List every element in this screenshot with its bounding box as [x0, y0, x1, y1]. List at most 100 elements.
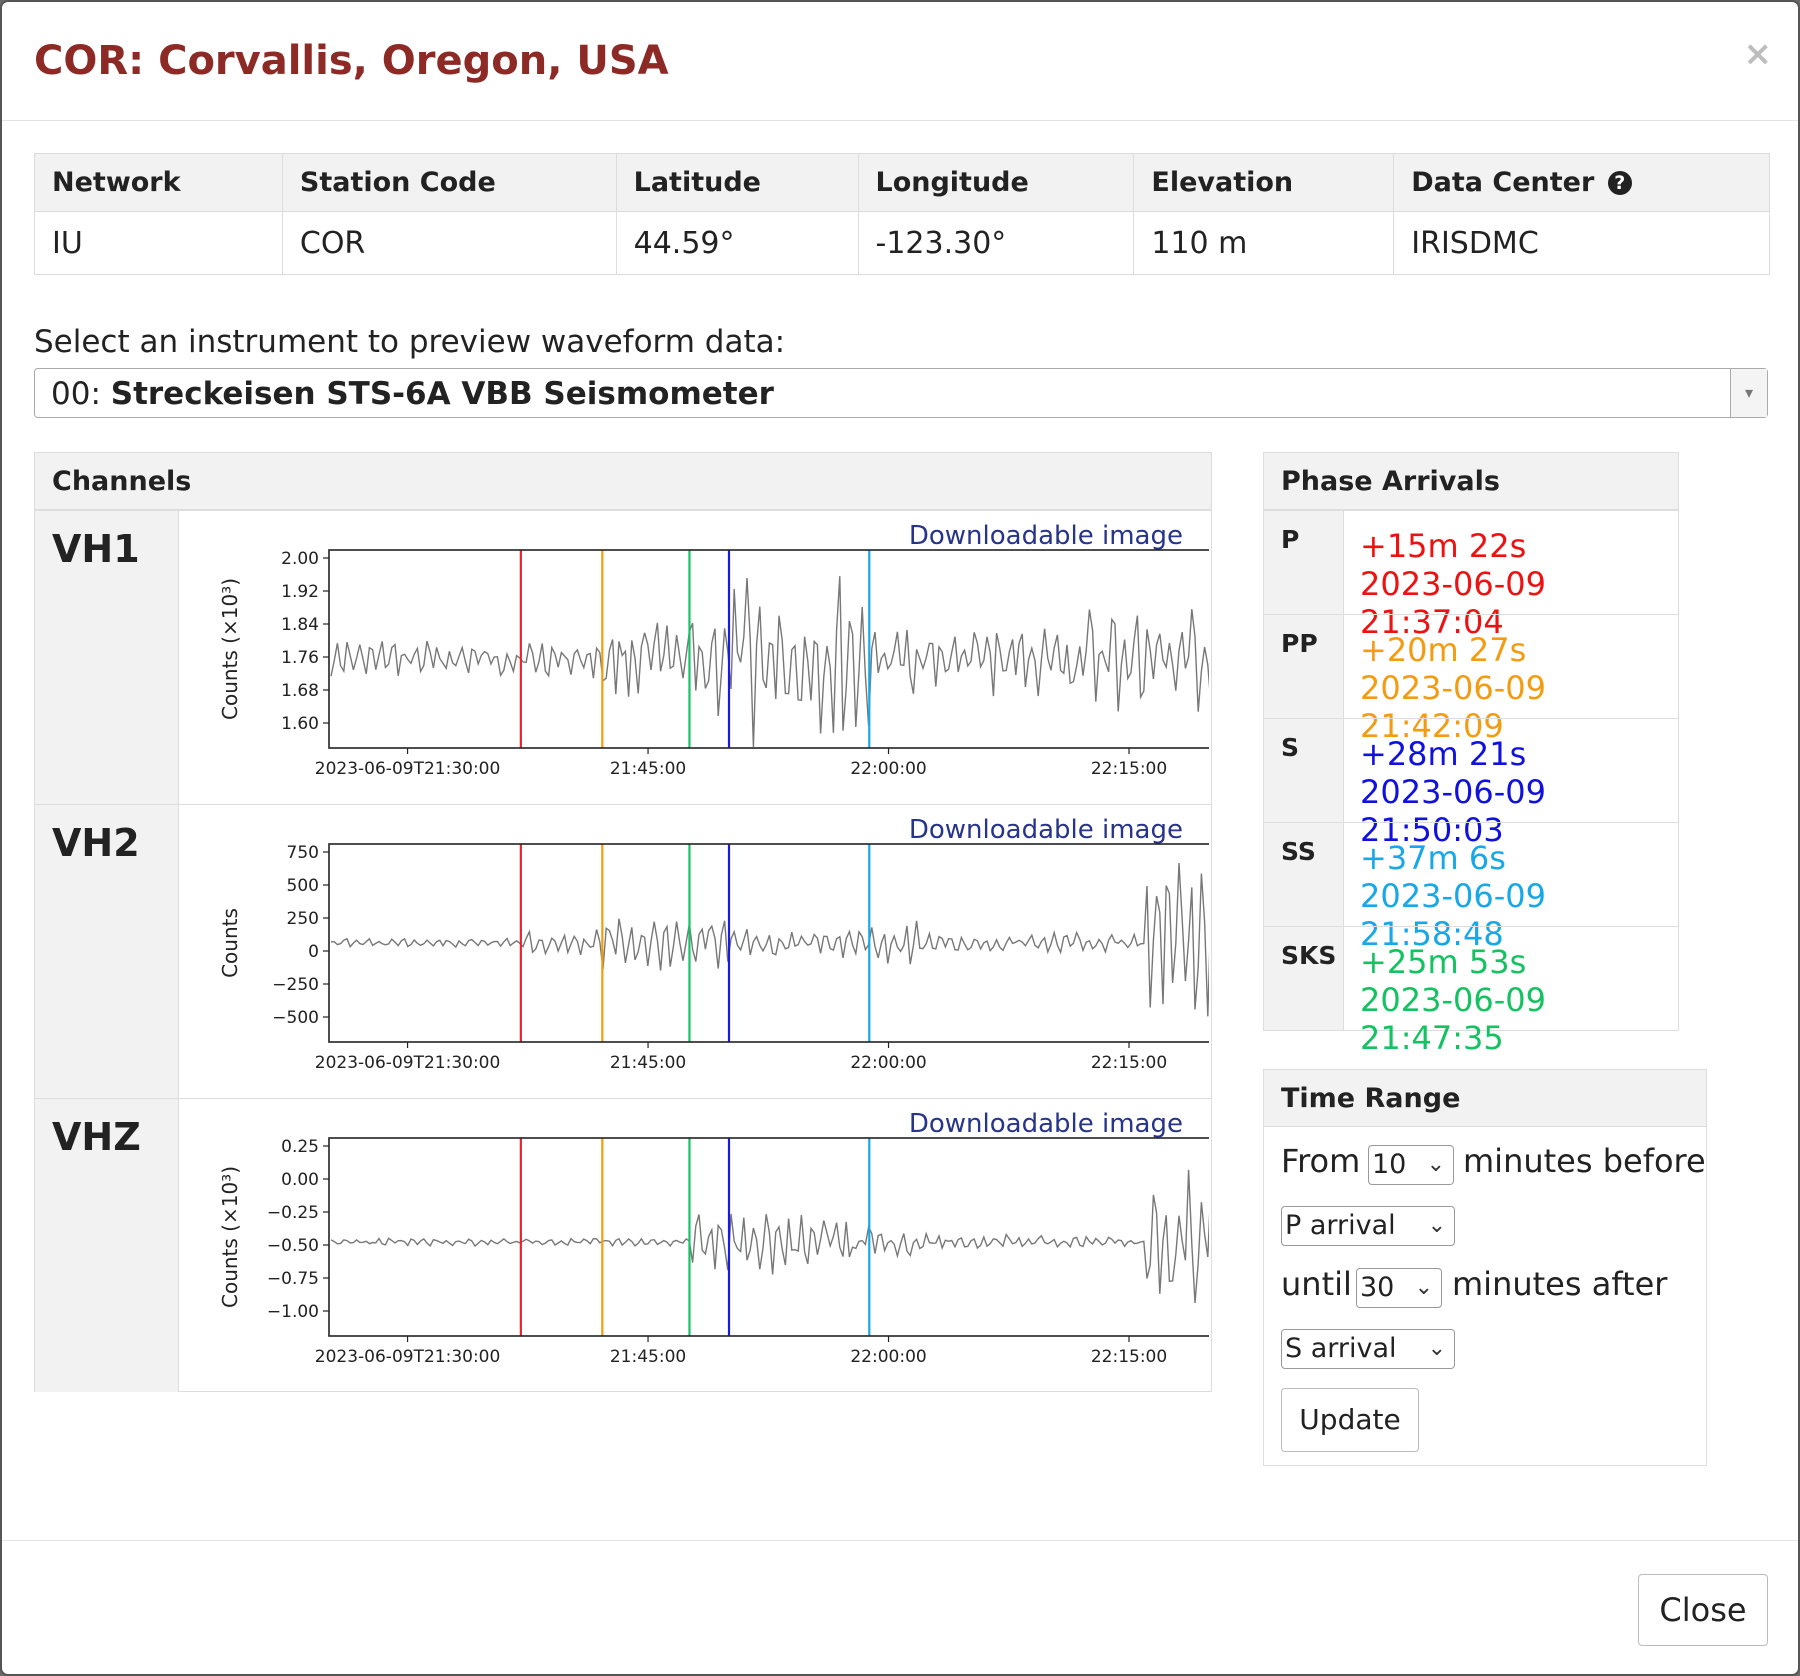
elevation-value: 110 m [1133, 211, 1395, 275]
x-tick-label: 22:15:00 [1091, 759, 1167, 779]
until-label: until [1281, 1265, 1352, 1303]
channels-panel: Channels VH1 Downloadable image 2.00 1.92 1.… [34, 452, 1212, 1392]
waveform-trace [330, 1169, 1209, 1303]
update-button[interactable]: Update [1281, 1388, 1419, 1452]
network-value: IU [34, 211, 283, 275]
close-button[interactable]: Close [1638, 1574, 1768, 1646]
phase-row-p: P +15m 22s 2023-06-09 21:37:04 [1264, 510, 1678, 641]
start-phase-select[interactable]: P arrival ⌄ [1281, 1206, 1455, 1246]
modal-title: COR: Corvallis, Oregon, USA [34, 38, 669, 84]
y-axis-label: Counts (×10³) [218, 1166, 242, 1308]
info-header-row: Network Station Code Latitude Longitude … [34, 153, 1770, 212]
phase-datetime: 2023-06-09 21:50:03 [1360, 773, 1546, 849]
time-range-panel: Time Range From 10 ⌄ minutes before P arr… [1263, 1069, 1707, 1466]
y-tick-label: −0.75 [267, 1269, 319, 1289]
chevron-down-icon: ⌄ [1414, 1275, 1433, 1300]
downloadable-image-link[interactable]: Downloadable image [908, 521, 1183, 551]
time-range-heading: Time Range [1264, 1070, 1706, 1127]
minutes-after-select[interactable]: 30 ⌄ [1356, 1268, 1442, 1308]
phase-offset: +25m 53s [1360, 943, 1527, 981]
minutes-before-select[interactable]: 10 ⌄ [1368, 1145, 1454, 1185]
x-tick-label: 2023-06-09T21:30:00 [315, 1347, 501, 1367]
waveform-plot: 0.25 0.00 −0.25 −0.50 −0.75 −1.00 Counts (×10³… [218, 1137, 1209, 1367]
instrument-prefix: 00: [51, 376, 111, 412]
phase-value: +37m 6s 2023-06-09 21:58:48 [1360, 839, 1678, 953]
dropdown-caret-icon[interactable]: ▾ [1730, 369, 1767, 417]
phase-value: +25m 53s 2023-06-09 21:47:35 [1360, 943, 1678, 1057]
y-tick-label: −0.25 [267, 1203, 319, 1223]
downloadable-image-link[interactable]: Downloadable image [908, 815, 1183, 845]
y-tick-label: 1.92 [281, 582, 319, 602]
info-value-row: IU COR 44.59° -123.30° 110 m IRISDMC [34, 211, 1770, 275]
waveform-plot: 750 500 250 0 −250 −500 Counts 2023-06-09T21:30… [218, 843, 1209, 1073]
x-tick-label: 22:15:00 [1091, 1347, 1167, 1367]
latitude-value: 44.59° [615, 211, 859, 275]
phase-value: +15m 22s 2023-06-09 21:37:04 [1360, 527, 1678, 641]
y-tick-label: 1.76 [281, 648, 319, 668]
plot-frame [328, 843, 1209, 1043]
phase-name: S [1264, 719, 1344, 822]
phase-offset: +20m 27s [1360, 631, 1527, 669]
phase-row-pp: PP +20m 27s 2023-06-09 21:42:09 [1264, 614, 1678, 745]
y-tick-label: 2.00 [281, 549, 319, 569]
phase-offset: +37m 6s [1360, 839, 1506, 877]
y-tick-label: 0.25 [281, 1137, 319, 1157]
channel-row-vh2: VH2 Downloadable image 750 500 250 0 −250 −500 C… [35, 804, 1211, 1098]
end-phase-value: S arrival [1285, 1333, 1397, 1364]
phase-value: +20m 27s 2023-06-09 21:42:09 [1360, 631, 1678, 745]
modal-footer [2, 1540, 1798, 1541]
plot-frame [328, 1137, 1209, 1337]
y-tick-label: 1.68 [281, 681, 319, 701]
phase-datetime: 2023-06-09 21:58:48 [1360, 877, 1546, 953]
data-center-header: Data Center ? [1393, 153, 1770, 212]
x-tick-label: 21:45:00 [610, 1053, 686, 1073]
modal-header: COR: Corvallis, Oregon, USA × [2, 2, 1798, 121]
instrument-select-label: Select an instrument to preview waveform… [34, 324, 786, 360]
plot-frame [328, 549, 1209, 749]
station-info-table: Network Station Code Latitude Longitude … [34, 153, 1770, 275]
phase-row-ss: SS +37m 6s 2023-06-09 21:58:48 [1264, 822, 1678, 953]
end-phase-select[interactable]: S arrival ⌄ [1281, 1329, 1455, 1369]
network-header: Network [34, 153, 283, 212]
downloadable-image-link[interactable]: Downloadable image [908, 1109, 1183, 1139]
close-x-icon[interactable]: × [1743, 34, 1773, 74]
y-tick-label: 500 [287, 876, 319, 896]
instrument-name: Streckeisen STS-6A VBB Seismometer [110, 376, 774, 412]
chevron-down-icon: ⌄ [1427, 1336, 1446, 1361]
waveform-trace [330, 862, 1209, 1017]
y-tick-label: −0.50 [267, 1236, 319, 1256]
longitude-header: Longitude [857, 153, 1135, 212]
y-tick-label: 0 [308, 942, 319, 962]
channel-name: VH1 [35, 511, 179, 804]
x-tick-label: 2023-06-09T21:30:00 [315, 759, 501, 779]
question-circle-icon[interactable]: ? [1607, 171, 1632, 195]
minutes-after-value: 30 [1360, 1272, 1395, 1303]
x-tick-label: 21:45:00 [610, 1347, 686, 1367]
channel-row-vh1: VH1 Downloadable image 2.00 1.92 1.84 1.76 1.6… [35, 510, 1211, 804]
phase-datetime: 2023-06-09 21:42:09 [1360, 669, 1546, 745]
y-tick-label: −1.00 [267, 1302, 319, 1322]
chevron-down-icon: ⌄ [1427, 1213, 1446, 1238]
y-axis-label: Counts (×10³) [218, 578, 242, 720]
y-axis-label: Counts [218, 908, 242, 978]
waveform-trace [330, 576, 1209, 748]
channel-name: VH2 [35, 805, 179, 1098]
phase-datetime: 2023-06-09 21:47:35 [1360, 981, 1546, 1057]
x-tick-label: 22:00:00 [850, 1347, 926, 1367]
station-code-value: COR [281, 211, 617, 275]
instrument-select[interactable]: 00: Streckeisen STS-6A VBB Seismometer ▾ [34, 368, 1768, 418]
from-line: From [1281, 1142, 1360, 1180]
x-tick-label: 21:45:00 [610, 759, 686, 779]
longitude-value: -123.30° [857, 211, 1135, 275]
data-center-value: IRISDMC [1393, 211, 1770, 275]
y-tick-label: 0.00 [281, 1170, 319, 1190]
chevron-down-icon: ⌄ [1426, 1152, 1445, 1177]
elevation-header: Elevation [1133, 153, 1395, 212]
x-tick-label: 22:00:00 [850, 1053, 926, 1073]
x-tick-label: 2023-06-09T21:30:00 [315, 1053, 501, 1073]
phase-name: SKS [1264, 927, 1344, 1030]
channel-name: VHZ [35, 1099, 179, 1392]
phase-row-s: S +28m 21s 2023-06-09 21:50:03 [1264, 718, 1678, 849]
x-tick-label: 22:00:00 [850, 759, 926, 779]
y-tick-label: −250 [272, 975, 319, 995]
